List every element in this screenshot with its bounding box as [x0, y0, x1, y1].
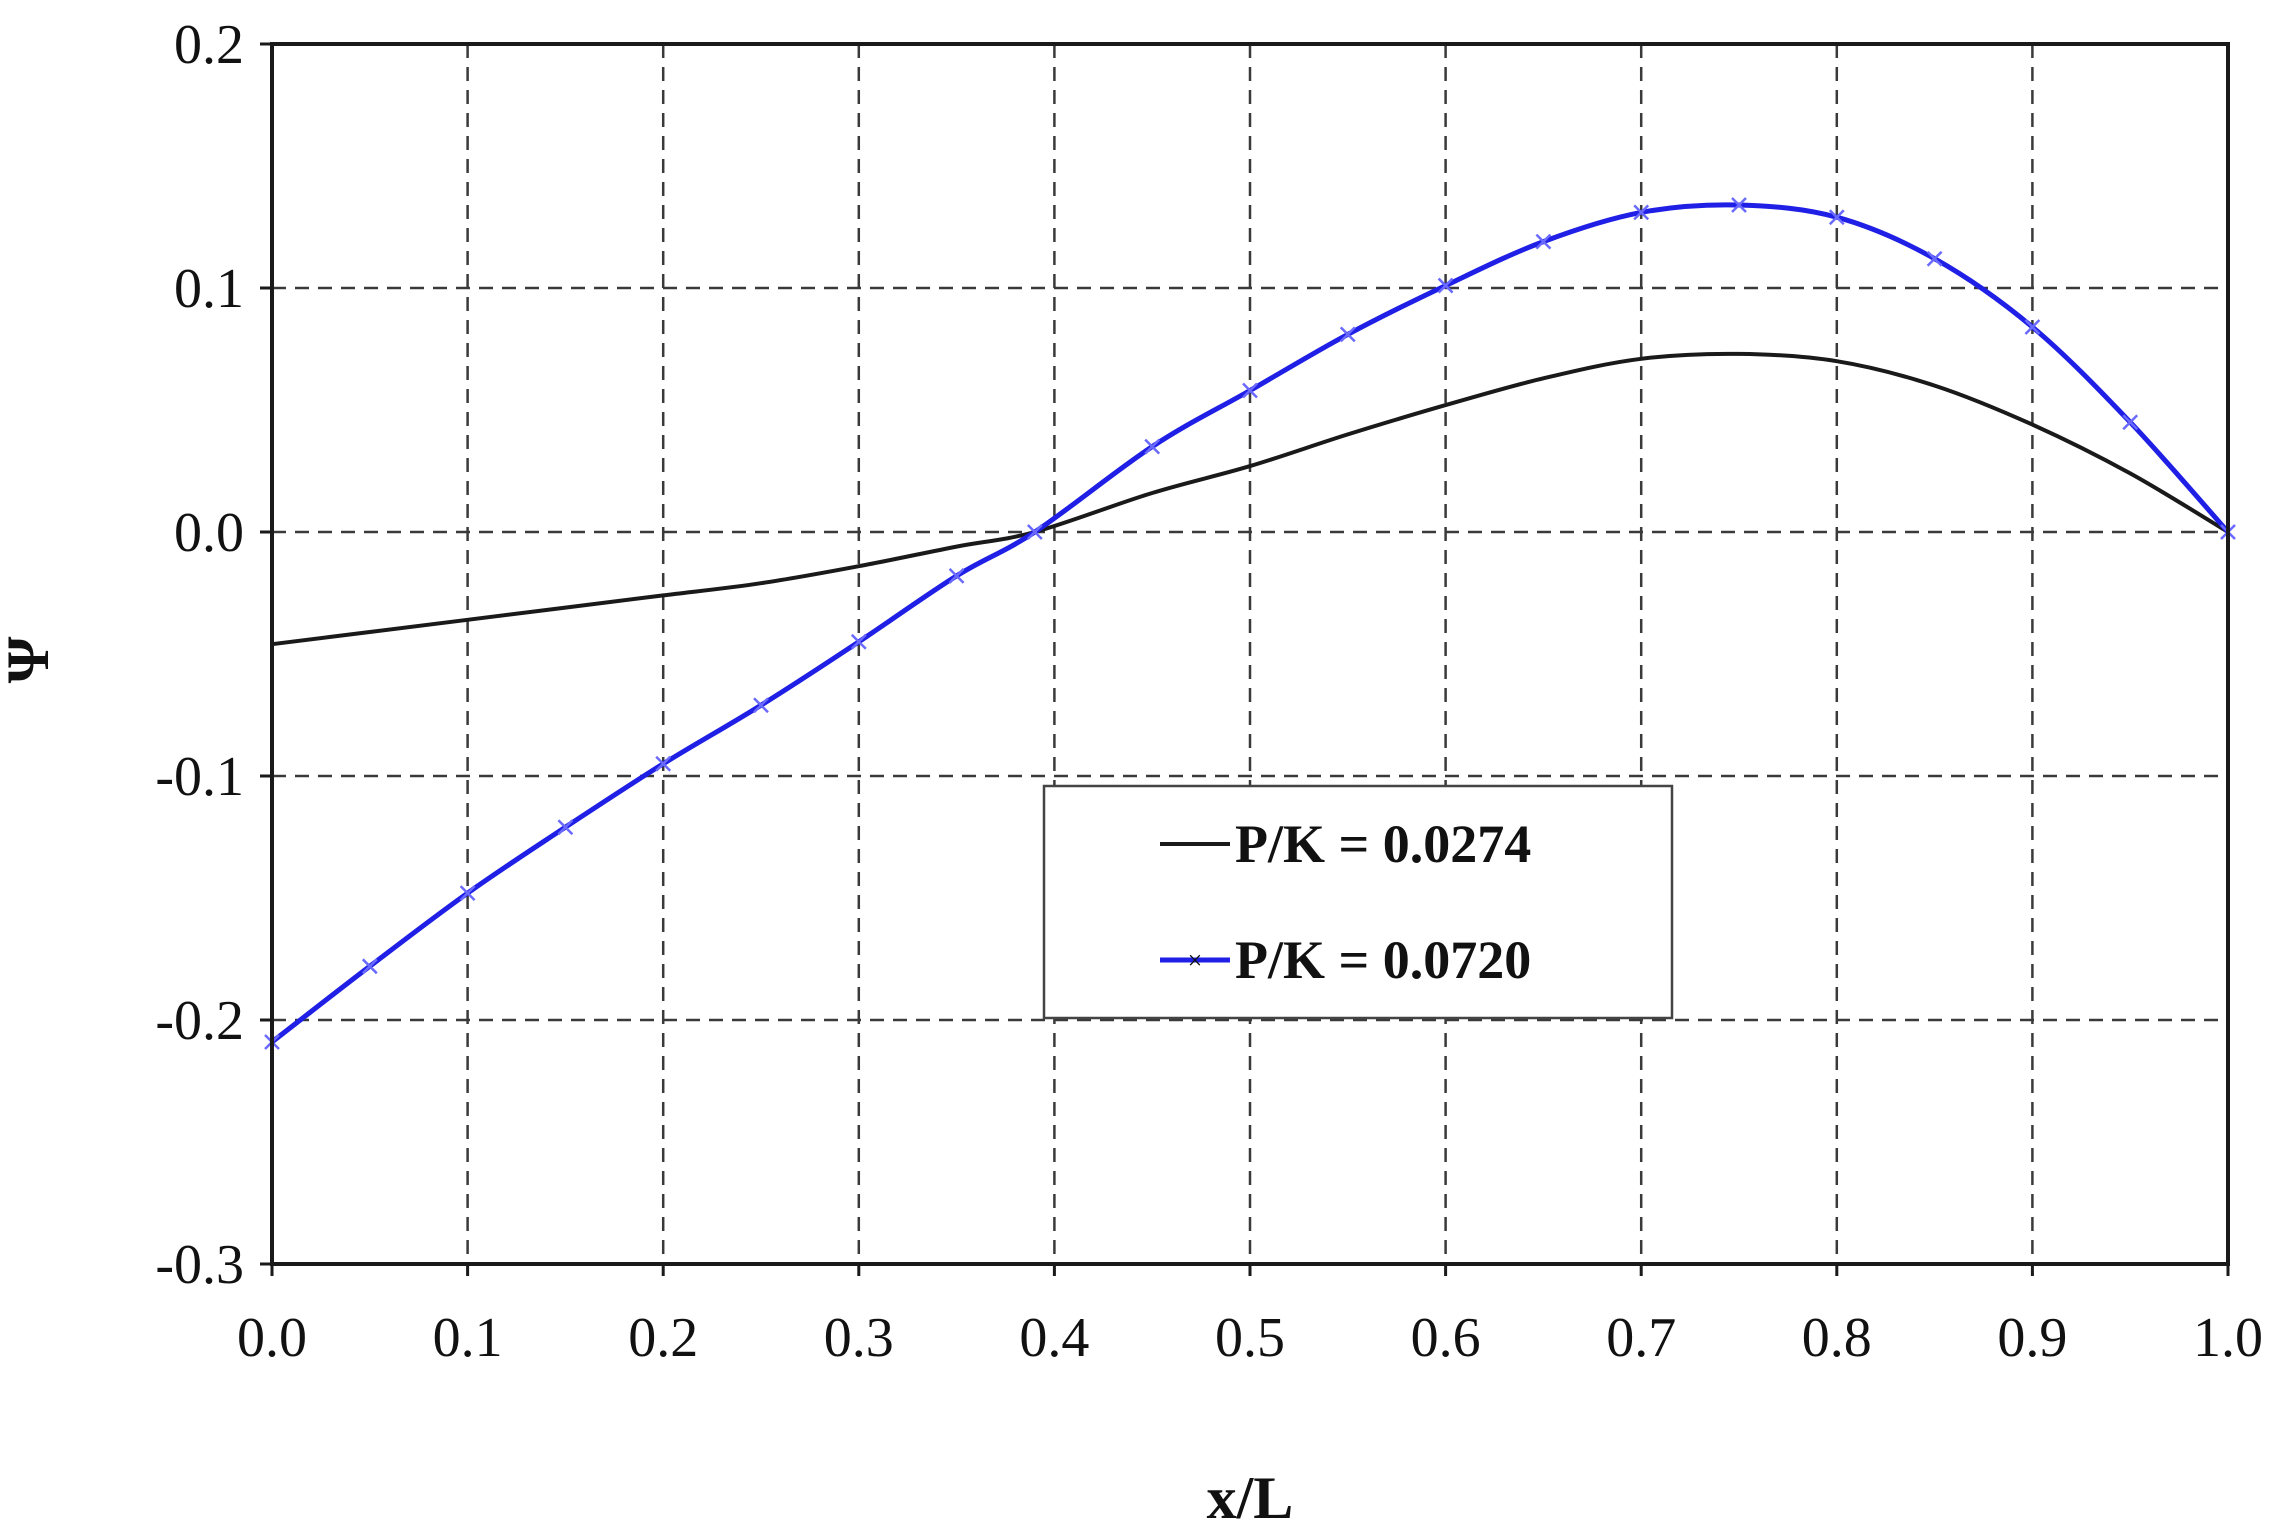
data-point: [2122, 414, 2139, 431]
series-line-1: [271, 351, 2230, 647]
data-point: [459, 885, 476, 902]
data-point: [1926, 250, 1943, 267]
legend-label-series-2: P/K = 0.0720: [1235, 930, 1531, 990]
ticks: 0.0 0.1 0.2 0.3 0.4 0.5 0.6 0.7 0.8 0.9 1.0 0.2 0.1 0…: [155, 14, 2263, 1369]
x-tick-label: 0.5: [1215, 1307, 1285, 1369]
x-axis-title: x/L: [1207, 1465, 1294, 1531]
data-point: [1633, 204, 1650, 221]
series-1: [271, 351, 2230, 647]
legend-marker-series-2: ×: [1188, 946, 1203, 975]
data-point: [1437, 277, 1454, 294]
data-point: [1535, 233, 1552, 250]
y-tick-label: -0.2: [155, 990, 244, 1052]
x-tick-label: 0.4: [1019, 1307, 1089, 1369]
series-layer: [264, 197, 2236, 1050]
data-point: [655, 755, 672, 772]
data-point: [753, 697, 769, 714]
grid: [272, 44, 2228, 1264]
y-tick-label: 0.2: [174, 14, 244, 76]
data-point: [1026, 524, 1043, 540]
y-tick-label: -0.1: [155, 746, 244, 808]
y-tick-label: -0.3: [155, 1234, 244, 1296]
data-point: [850, 633, 867, 650]
data-point: [1339, 326, 1356, 343]
data-point: [948, 568, 965, 584]
legend-label-series-1: P/K = 0.0274: [1235, 814, 1531, 874]
data-point: [557, 819, 574, 836]
x-tick-label: 0.1: [433, 1307, 503, 1369]
x-tick-label: 1.0: [2193, 1307, 2263, 1369]
y-tick-label: 0.1: [174, 258, 244, 320]
data-point: [361, 958, 378, 975]
data-point: [1144, 438, 1161, 455]
data-point: [1828, 209, 1845, 226]
legend-box: [1042, 784, 1674, 1020]
y-axis-title: Ψ: [0, 636, 61, 683]
data-point: [2024, 319, 2041, 335]
data-point: [1731, 197, 1747, 213]
y-tick-label: 0.0: [174, 502, 244, 564]
x-tick-label: 0.3: [824, 1307, 894, 1369]
x-tick-label: 0.2: [628, 1307, 698, 1369]
x-tick-label: 0.9: [1997, 1307, 2067, 1369]
x-tick-label: 0.8: [1802, 1307, 1872, 1369]
x-tick-label: 0.6: [1411, 1307, 1481, 1369]
x-tick-label: 0.0: [237, 1307, 307, 1369]
data-point: [1242, 382, 1258, 399]
legend: P/K = 0.0274 × P/K = 0.0720: [1042, 784, 1674, 1020]
x-tick-label: 0.7: [1606, 1307, 1676, 1369]
